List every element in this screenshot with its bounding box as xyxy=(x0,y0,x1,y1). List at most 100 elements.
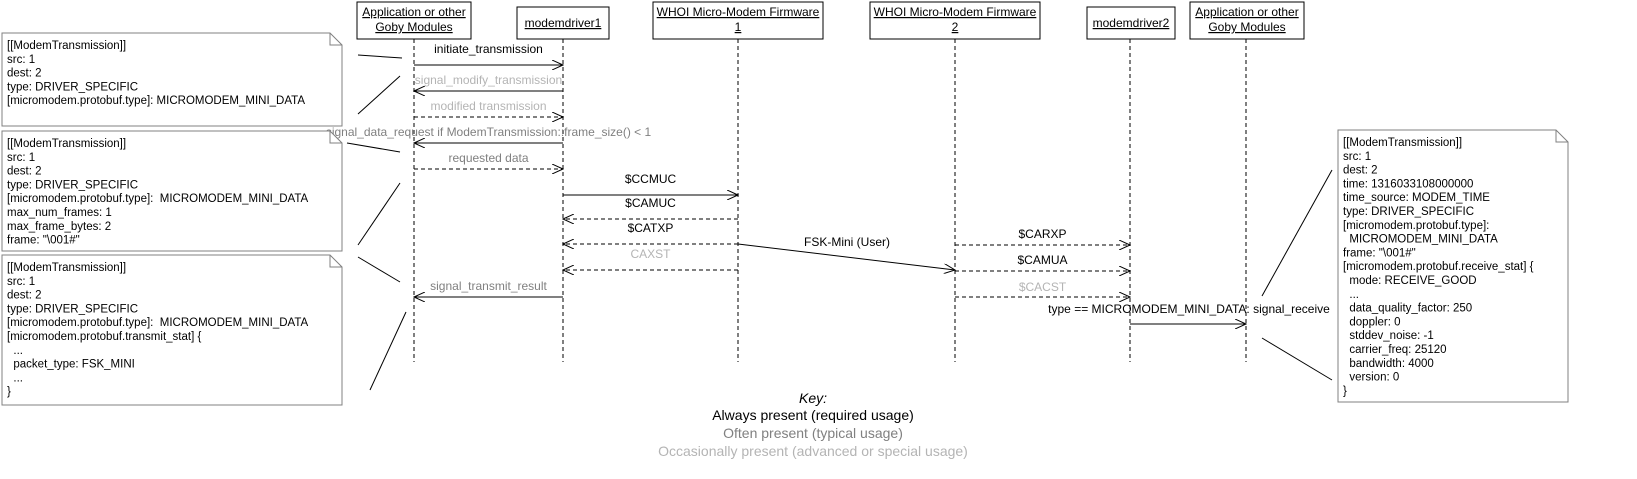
note-connector xyxy=(369,311,407,391)
note-line: type: DRIVER_SPECIFIC xyxy=(7,81,138,93)
message-label: $CARXP xyxy=(1018,227,1066,241)
message-arrow xyxy=(737,243,955,270)
note-line: [micromodem.protobuf.type]: MICROMODEM_M… xyxy=(7,193,309,205)
participant-label: 1 xyxy=(735,20,742,34)
message-label: CAXST xyxy=(630,247,671,261)
note-line: src: 1 xyxy=(7,54,35,66)
note-line: packet_type: FSK_MINI xyxy=(7,359,135,371)
note-line: type: DRIVER_SPECIFIC xyxy=(1343,206,1474,218)
note-line: dest: 2 xyxy=(7,68,42,80)
note-line: doppler: 0 xyxy=(1343,316,1401,328)
note-connector xyxy=(1261,169,1333,297)
message-7: $CATXP xyxy=(563,221,738,244)
key-item-occasional: Occasionally present (advanced or specia… xyxy=(658,443,968,459)
message-3: signal_data_request if ModemTransmission… xyxy=(326,125,652,143)
note-line: src: 1 xyxy=(7,276,35,288)
note-line: [micromodem.protobuf.transmit_stat] { xyxy=(7,331,201,343)
note-connector xyxy=(357,256,401,283)
message-14: type == MICROMODEM_MINI_DATA: signal_rec… xyxy=(1048,302,1330,324)
note-line: dest: 2 xyxy=(7,290,42,302)
note-box xyxy=(1,32,343,127)
key-item-required: Always present (required usage) xyxy=(712,407,914,423)
note-connector xyxy=(357,182,401,246)
note-line: frame: "\001#" xyxy=(1343,247,1416,259)
note-line: type: DRIVER_SPECIFIC xyxy=(7,303,138,315)
message-1: signal_modify_transmission xyxy=(414,73,563,91)
note-line: [[ModemTransmission]] xyxy=(1343,137,1462,149)
key-legend: Key:Always present (required usage) Often… xyxy=(658,390,968,459)
message-label: $CAMUA xyxy=(1017,253,1067,267)
note-line: frame: "\001#" xyxy=(7,235,80,247)
note-line: carrier_freq: 25120 xyxy=(1343,344,1447,356)
message-label: FSK-Mini (User) xyxy=(804,235,890,249)
note-line: max_num_frames: 1 xyxy=(7,207,112,219)
note-connector xyxy=(1261,337,1333,381)
message-8: FSK-Mini (User) xyxy=(737,235,955,270)
note-box xyxy=(1,130,343,252)
participant-label: modemdriver2 xyxy=(1093,16,1170,30)
note-box xyxy=(1,254,343,406)
message-9: CAXST xyxy=(563,247,738,270)
message-label: signal_modify_transmission xyxy=(415,73,562,87)
message-label: $CAMUC xyxy=(625,196,676,210)
note-line: } xyxy=(7,386,11,398)
note-line: src: 1 xyxy=(1343,151,1371,163)
participant-driver2: modemdriver2 xyxy=(1086,6,1176,40)
participant-box xyxy=(516,6,610,40)
note-line: bandwidth: 4000 xyxy=(1343,358,1434,370)
note-line: } xyxy=(1343,385,1347,397)
participant-label: WHOI Micro-Modem Firmware xyxy=(657,5,820,19)
key-title: Key: xyxy=(799,390,827,406)
participant-box xyxy=(652,1,824,40)
note-line: time: 1316033108000000 xyxy=(1343,178,1473,190)
note-line: mode: RECEIVE_GOOD xyxy=(1343,275,1477,287)
note-line: dest: 2 xyxy=(1343,165,1378,177)
note-line: [micromodem.protobuf.type]: MICROMODEM_M… xyxy=(7,317,309,329)
participant-label: WHOI Micro-Modem Firmware xyxy=(874,5,1037,19)
message-label: initiate_transmission xyxy=(434,42,543,56)
participant-label: Application or other xyxy=(362,5,465,19)
note-line: ... xyxy=(7,345,23,357)
key-item-typical: Often present (typical usage) xyxy=(723,425,903,441)
message-label: signal_transmit_result xyxy=(430,279,547,293)
message-label: $CACST xyxy=(1019,280,1067,294)
message-12: $CACST xyxy=(955,280,1130,297)
note-line: max_frame_bytes: 2 xyxy=(7,221,111,233)
participant-box xyxy=(869,1,1041,40)
note-line: ... xyxy=(1343,289,1359,301)
participant-driver1: modemdriver1 xyxy=(516,6,610,40)
note-line: ... xyxy=(7,372,23,384)
note-line: src: 1 xyxy=(7,152,35,164)
note-line: type: DRIVER_SPECIFIC xyxy=(7,179,138,191)
participant-box xyxy=(1189,1,1305,40)
note-transmit-result: [[ModemTransmission]] src: 1 dest: 2type: … xyxy=(1,254,343,406)
message-13: signal_transmit_result xyxy=(414,279,563,297)
message-2: modified transmission xyxy=(414,99,563,117)
message-6: $CAMUC xyxy=(563,196,738,219)
note-connector xyxy=(346,142,401,153)
note-connectors xyxy=(346,54,1333,391)
note-connector xyxy=(357,54,403,59)
messages: initiate_transmission signal_modify_trans… xyxy=(326,42,1330,324)
participant-label: Goby Modules xyxy=(375,20,452,34)
note-fold xyxy=(329,255,342,268)
note-line: data_quality_factor: 250 xyxy=(1343,303,1472,315)
note-line: [[ModemTransmission]] xyxy=(7,262,126,274)
message-label: $CATXP xyxy=(628,221,674,235)
message-10: $CARXP xyxy=(955,227,1130,245)
note-connector xyxy=(357,75,401,115)
participant-label: Application or other xyxy=(1195,5,1298,19)
participant-label: 2 xyxy=(952,20,959,34)
note-line: [micromodem.protobuf.type]: MICROMODEM_M… xyxy=(7,95,305,107)
message-11: $CAMUA xyxy=(955,253,1130,271)
message-label: type == MICROMODEM_MINI_DATA: signal_rec… xyxy=(1048,302,1330,316)
participant-box xyxy=(356,1,472,40)
note-line: [micromodem.protobuf.receive_stat] { xyxy=(1343,261,1534,273)
message-5: $CCMUC xyxy=(563,172,738,195)
note-line: [micromodem.protobuf.type]: xyxy=(1343,220,1489,232)
